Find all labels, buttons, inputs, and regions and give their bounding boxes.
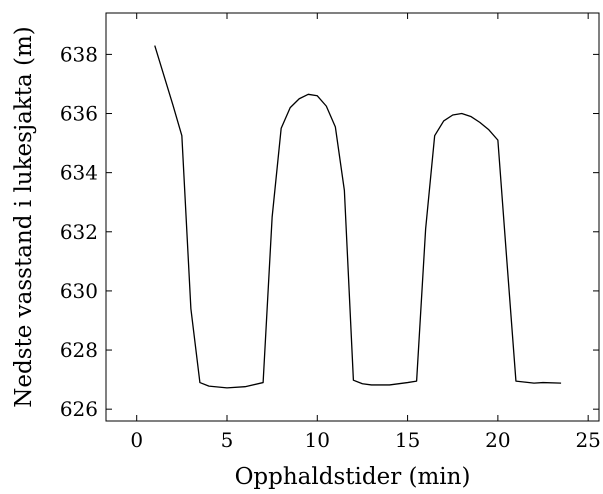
axis-ticks xyxy=(106,13,599,421)
x-tick-label: 20 xyxy=(485,428,510,452)
series-line xyxy=(154,45,562,389)
x-axis-label: Opphaldstider (min) xyxy=(235,464,471,490)
axis-tick-labels: 0 5 10 15 20 25 626 628 630 632 634 636 638 xyxy=(60,42,601,452)
y-tick-label: 638 xyxy=(60,42,98,66)
y-tick-label: 636 xyxy=(60,102,98,126)
x-tick-label: 5 xyxy=(221,428,234,452)
y-tick-label: 634 xyxy=(60,161,98,185)
plot-frame xyxy=(105,12,600,422)
y-tick-label: 626 xyxy=(60,397,98,421)
y-tick-label: 632 xyxy=(60,220,98,244)
x-tick-label: 25 xyxy=(575,428,600,452)
x-tick-label: 10 xyxy=(305,428,330,452)
x-tick-label: 15 xyxy=(395,428,420,452)
x-tick-label: 0 xyxy=(130,428,143,452)
y-tick-label: 630 xyxy=(60,279,98,303)
y-axis-label: Nedste vasstand i lukesjakta (m) xyxy=(11,26,37,408)
y-tick-label: 628 xyxy=(60,338,98,362)
